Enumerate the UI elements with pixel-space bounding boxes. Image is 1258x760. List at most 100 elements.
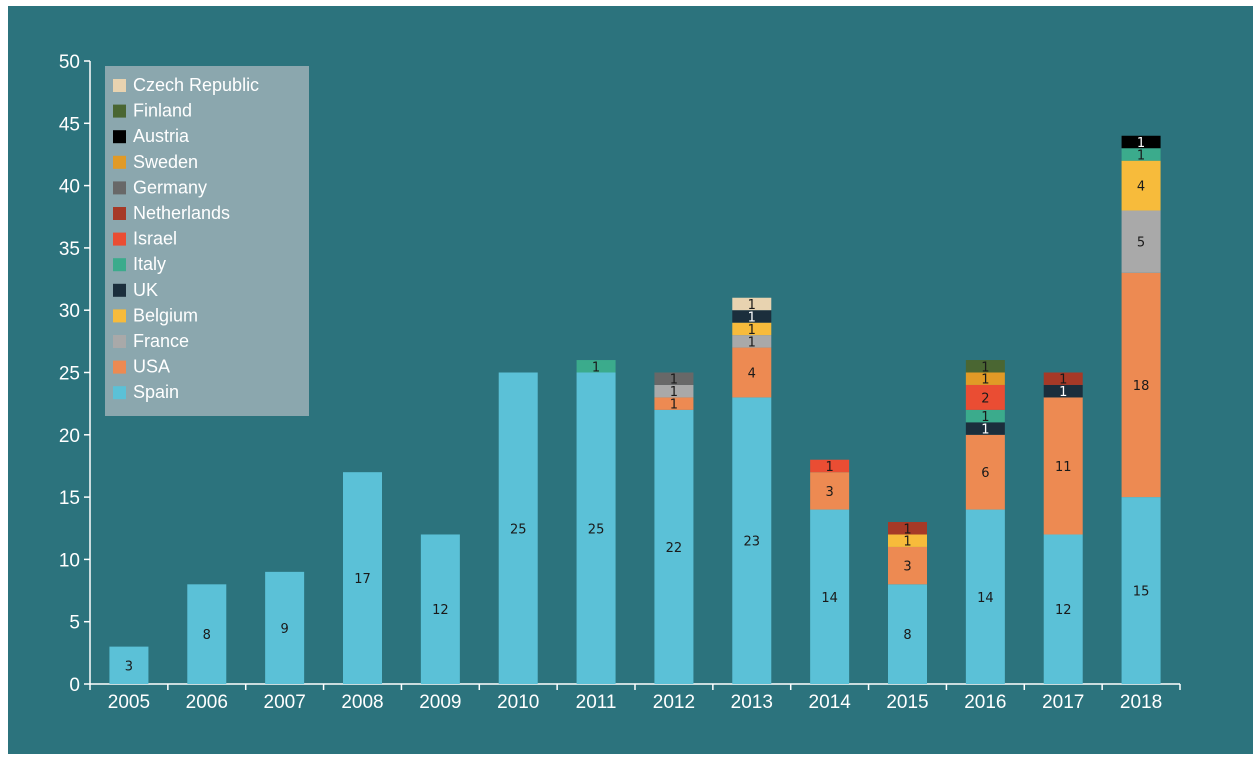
bar-segment bbox=[965, 409, 1005, 423]
data-label: 3 bbox=[125, 659, 133, 674]
bar-segment bbox=[810, 459, 850, 473]
bar-segment bbox=[965, 360, 1005, 373]
data-label: 15 bbox=[1133, 585, 1150, 600]
y-tick-label: 5 bbox=[69, 613, 80, 634]
legend-label: Israel bbox=[133, 229, 177, 249]
legend-label: Italy bbox=[133, 254, 166, 274]
legend-label: Austria bbox=[133, 126, 190, 146]
x-tick-label: 2012 bbox=[653, 692, 695, 713]
data-label: 1 bbox=[826, 460, 834, 475]
legend-label: Netherlands bbox=[133, 203, 230, 223]
x-tick-label: 2017 bbox=[1042, 692, 1084, 713]
legend-swatch bbox=[113, 130, 126, 144]
y-tick-label: 20 bbox=[59, 426, 80, 447]
data-label: 4 bbox=[1137, 180, 1145, 195]
data-label: 4 bbox=[748, 367, 756, 382]
data-label: 1 bbox=[670, 373, 678, 388]
bar-segment bbox=[1043, 384, 1083, 398]
x-tick-label: 2013 bbox=[731, 692, 773, 713]
bar-segment bbox=[965, 372, 1005, 385]
data-label: 1 bbox=[1137, 148, 1145, 163]
y-tick-label: 0 bbox=[69, 675, 80, 696]
data-label: 1 bbox=[670, 385, 678, 400]
legend-swatch bbox=[113, 386, 126, 400]
bar-segment bbox=[888, 584, 927, 684]
bar-segment bbox=[343, 472, 382, 684]
x-tick-label: 2005 bbox=[108, 692, 150, 713]
legend-label: Spain bbox=[133, 382, 179, 402]
data-label: 18 bbox=[1133, 379, 1150, 394]
bar-segment bbox=[1121, 160, 1161, 211]
data-label: 25 bbox=[510, 522, 527, 537]
x-tick-label: 2016 bbox=[964, 692, 1006, 713]
bar-segment bbox=[187, 584, 227, 684]
bar-segment bbox=[965, 434, 1005, 510]
data-label: 14 bbox=[977, 591, 994, 606]
bar-segment bbox=[965, 384, 1005, 410]
y-tick-label: 40 bbox=[59, 177, 80, 198]
legend-swatch bbox=[113, 360, 126, 374]
legend-swatch bbox=[113, 207, 126, 220]
x-tick-label: 2011 bbox=[576, 692, 617, 713]
data-label: 1 bbox=[981, 373, 989, 388]
bar-segment bbox=[654, 397, 694, 410]
bar-segment bbox=[810, 472, 850, 510]
data-label: 1 bbox=[748, 310, 756, 325]
bar-segment bbox=[732, 335, 772, 348]
bar-segment bbox=[576, 360, 616, 373]
bar-segment bbox=[654, 384, 694, 398]
legend-swatch bbox=[113, 283, 126, 297]
x-tick-label: 2015 bbox=[886, 692, 928, 713]
bar-segment bbox=[732, 310, 772, 323]
data-label: 1 bbox=[1059, 373, 1067, 388]
bar-segment bbox=[888, 534, 927, 547]
data-label: 2 bbox=[981, 391, 989, 406]
bar-segment bbox=[1043, 372, 1083, 385]
legend-label: Finland bbox=[133, 101, 192, 121]
y-tick-label: 45 bbox=[59, 114, 80, 135]
bar-segment bbox=[1121, 135, 1161, 149]
data-label: 3 bbox=[903, 560, 911, 575]
data-label: 1 bbox=[748, 323, 756, 338]
bar-segment bbox=[109, 646, 149, 684]
y-tick-label: 15 bbox=[59, 488, 80, 509]
legend-label: Sweden bbox=[133, 152, 198, 172]
bar-segment bbox=[965, 422, 1005, 435]
bar-segment bbox=[732, 297, 772, 311]
data-label: 22 bbox=[666, 541, 683, 556]
bar-segment bbox=[810, 509, 850, 684]
legend-swatch bbox=[113, 309, 126, 323]
x-tick-label: 2006 bbox=[186, 692, 228, 713]
legend-label: USA bbox=[133, 357, 170, 377]
chart-panel: 0 5 10 15 20 25 30 35 40 45 50 2005 2006 2007 2008 2009… bbox=[8, 6, 1253, 754]
data-label: 1 bbox=[748, 298, 756, 313]
legend-label: Czech Republic bbox=[133, 75, 259, 95]
x-tick-label: 2009 bbox=[419, 692, 461, 713]
legend-swatch bbox=[113, 181, 126, 195]
data-label: 6 bbox=[981, 466, 989, 481]
bar-segment bbox=[576, 372, 616, 684]
bar-segment bbox=[888, 522, 927, 535]
data-label: 1 bbox=[903, 522, 911, 537]
data-label: 14 bbox=[821, 591, 838, 606]
data-label: 1 bbox=[903, 535, 911, 550]
bar-segment bbox=[654, 409, 694, 684]
data-label: 1 bbox=[748, 335, 756, 350]
data-label: 23 bbox=[744, 535, 761, 550]
bar-segment bbox=[420, 534, 460, 684]
data-label: 8 bbox=[903, 628, 911, 643]
data-label: 17 bbox=[354, 572, 371, 587]
x-tick-label: 2007 bbox=[264, 692, 306, 713]
legend-swatch bbox=[113, 104, 126, 118]
legend-swatch bbox=[113, 79, 126, 92]
legend-label: Germany bbox=[133, 177, 207, 197]
legend-swatch bbox=[113, 232, 126, 246]
y-tick-label: 10 bbox=[59, 550, 80, 571]
data-label: 1 bbox=[592, 360, 600, 375]
bar-segment bbox=[498, 372, 538, 684]
data-label: 1 bbox=[981, 423, 989, 438]
bar-segment bbox=[654, 372, 694, 385]
bar-segment bbox=[888, 546, 927, 585]
data-label: 12 bbox=[432, 603, 449, 618]
legend-swatch bbox=[113, 258, 126, 272]
